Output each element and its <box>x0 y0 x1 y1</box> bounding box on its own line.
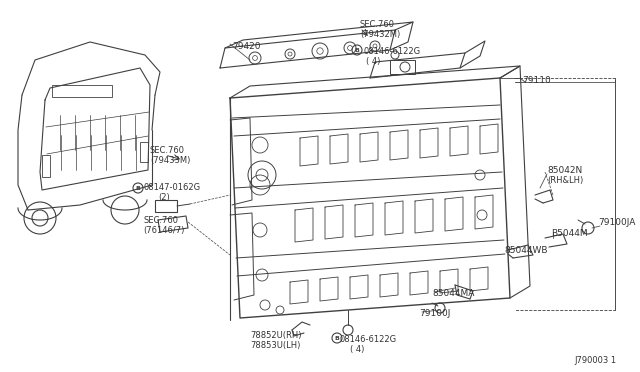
Bar <box>52 85 112 97</box>
Text: B5044M: B5044M <box>551 229 588 238</box>
Text: 78853U(LH): 78853U(LH) <box>250 341 300 350</box>
Bar <box>155 200 177 212</box>
Text: 79100J: 79100J <box>419 309 451 318</box>
Text: (RH&LH): (RH&LH) <box>547 176 583 185</box>
Bar <box>42 155 50 177</box>
Text: (76146/7): (76146/7) <box>143 226 184 235</box>
Text: SEC.760: SEC.760 <box>143 216 178 225</box>
Text: 79100JA: 79100JA <box>598 218 636 227</box>
Text: B: B <box>355 48 360 52</box>
Bar <box>390 60 415 74</box>
Text: 08146-6122G: 08146-6122G <box>340 335 397 344</box>
Text: 85042N: 85042N <box>547 166 582 175</box>
Text: B: B <box>335 336 339 340</box>
Text: SEC.760: SEC.760 <box>150 146 185 155</box>
Text: (79433M): (79433M) <box>150 156 190 165</box>
Text: (2): (2) <box>158 193 170 202</box>
Text: J790003 1: J790003 1 <box>574 356 616 365</box>
Text: ( 4): ( 4) <box>350 345 364 354</box>
Text: SEC.760: SEC.760 <box>360 20 395 29</box>
Text: ( 4): ( 4) <box>366 57 380 66</box>
Text: 08147-0162G: 08147-0162G <box>144 183 201 192</box>
Text: 78852U(RH): 78852U(RH) <box>250 331 301 340</box>
Text: 79420: 79420 <box>232 42 260 51</box>
Text: 85044WB: 85044WB <box>504 246 547 255</box>
Text: B: B <box>136 186 140 190</box>
Text: 08146-6122G: 08146-6122G <box>364 47 421 56</box>
Text: 79110: 79110 <box>522 76 551 85</box>
Bar <box>140 142 148 162</box>
Text: 85044MA: 85044MA <box>432 289 474 298</box>
Text: (79432M): (79432M) <box>360 30 400 39</box>
